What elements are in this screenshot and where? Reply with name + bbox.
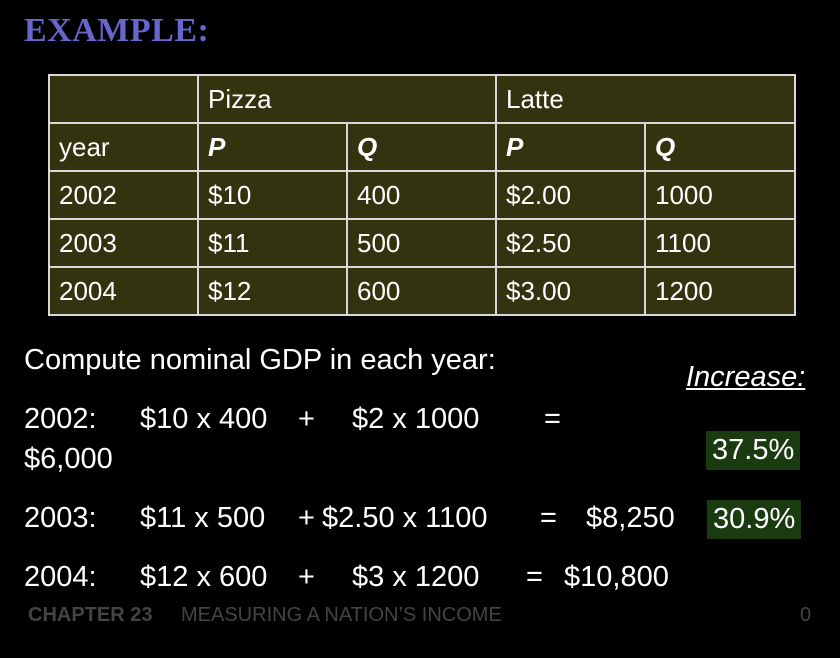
line-2002-latte-term: $2 x 1000 bbox=[352, 403, 480, 435]
table-cell-pizza-price: $11 bbox=[197, 218, 348, 268]
table-row: 2002 $10 400 $2.00 1000 bbox=[48, 170, 797, 220]
footer-chapter: CHAPTER 23 bbox=[28, 604, 153, 626]
line-2002-equals: = bbox=[544, 403, 561, 435]
latte-price-header: P bbox=[495, 122, 647, 172]
increase-header: Increase: bbox=[686, 361, 806, 393]
slide-title: EXAMPLE: bbox=[24, 12, 210, 49]
line-2004-equals: = bbox=[526, 561, 543, 593]
price-quantity-table: Pizza Latte year P Q P Q 2002 $10 400 $2… bbox=[48, 74, 797, 316]
line-2003-pizza-term: $11 x 500 bbox=[140, 502, 266, 534]
table-cell-latte-price: $3.00 bbox=[495, 266, 647, 316]
table-row: 2004 $12 600 $3.00 1200 bbox=[48, 266, 797, 316]
table-cell-year: 2004 bbox=[48, 266, 199, 316]
line-2003-result: $8,250 bbox=[586, 502, 675, 534]
table-cell-pizza-price: $12 bbox=[197, 266, 348, 316]
line-2004-result: $10,800 bbox=[564, 561, 669, 593]
table-cell-latte-price: $2.50 bbox=[495, 218, 647, 268]
table-group-header-row: Pizza Latte bbox=[48, 74, 797, 124]
table-cell-latte-quantity: 1200 bbox=[644, 266, 797, 316]
line-2003-plus: + bbox=[298, 502, 315, 534]
table-cell-latte-quantity: 1100 bbox=[644, 218, 797, 268]
table-sub-header-row: year P Q P Q bbox=[48, 122, 797, 172]
line-2002-pizza-term: $10 x 400 bbox=[140, 403, 268, 435]
prompt-text: Compute nominal GDP in each year: bbox=[24, 344, 496, 376]
table-corner-cell bbox=[48, 74, 199, 124]
table-cell-year: 2003 bbox=[48, 218, 199, 268]
pizza-price-header: P bbox=[197, 122, 348, 172]
pizza-header: Pizza bbox=[196, 74, 498, 124]
table-cell-pizza-quantity: 400 bbox=[345, 170, 498, 220]
latte-quantity-header: Q bbox=[644, 122, 797, 172]
line-2002-result: $6,000 bbox=[24, 443, 113, 475]
pizza-quantity-header: Q bbox=[345, 122, 498, 172]
line-2003-latte-term: $2.50 x 1100 bbox=[322, 502, 488, 534]
table-cell-latte-price: $2.00 bbox=[495, 170, 647, 220]
year-header: year bbox=[48, 122, 199, 172]
line-2004-pizza-term: $12 x 600 bbox=[140, 561, 268, 593]
latte-header: Latte bbox=[495, 74, 797, 124]
line-2004-latte-term: $3 x 1200 bbox=[352, 561, 480, 593]
line-2003-equals: = bbox=[540, 502, 557, 534]
table-row: 2003 $11 500 $2.50 1100 bbox=[48, 218, 797, 268]
footer-chapter-title: MEASURING A NATION’S INCOME bbox=[181, 604, 502, 626]
line-2003-year: 2003: bbox=[24, 502, 97, 534]
line-2004-plus: + bbox=[298, 561, 315, 593]
line-2004-year: 2004: bbox=[24, 561, 97, 593]
table-cell-year: 2002 bbox=[48, 170, 199, 220]
slide-number: 0 bbox=[800, 604, 812, 626]
table-cell-pizza-quantity: 600 bbox=[345, 266, 498, 316]
increase-2004-badge: 30.9% bbox=[707, 500, 802, 539]
table-cell-latte-quantity: 1000 bbox=[644, 170, 797, 220]
table-cell-pizza-price: $10 bbox=[197, 170, 348, 220]
line-2002-plus: + bbox=[298, 403, 315, 435]
line-2002-year: 2002: bbox=[24, 403, 97, 435]
increase-2003-badge: 37.5% bbox=[706, 431, 801, 470]
table-cell-pizza-quantity: 500 bbox=[345, 218, 498, 268]
